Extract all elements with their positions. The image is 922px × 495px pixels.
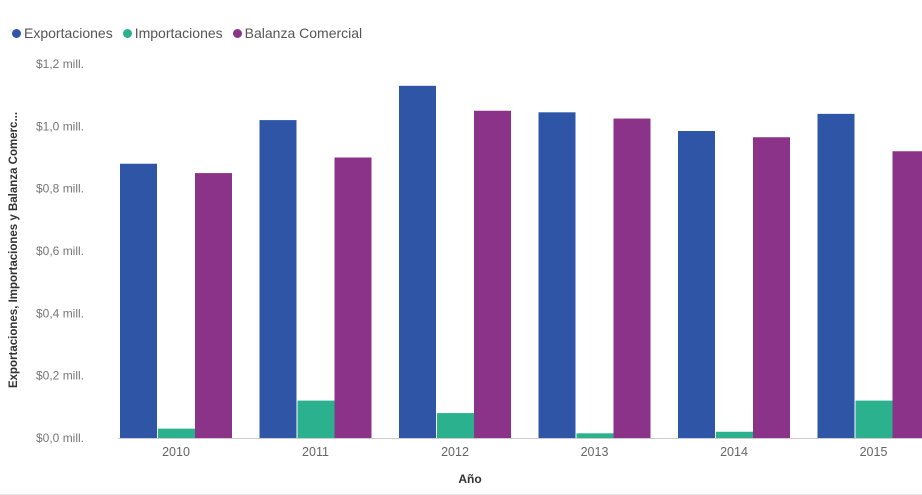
bar-importaciones-2014[interactable]: [716, 432, 753, 438]
x-tick-label: 2010: [162, 445, 190, 459]
bar-exportaciones-2013[interactable]: [539, 112, 576, 438]
bar-balanza-comercial-2014[interactable]: [753, 137, 790, 438]
bar-balanza-comercial-2013[interactable]: [614, 119, 651, 438]
bar-exportaciones-2010[interactable]: [120, 164, 157, 438]
y-tick-label: $1,2 mill.: [36, 57, 84, 71]
bar-importaciones-2012[interactable]: [437, 413, 474, 438]
x-tick-label: 2014: [720, 445, 748, 459]
bar-balanza-comercial-2011[interactable]: [335, 158, 372, 439]
bar-importaciones-2013[interactable]: [577, 433, 614, 438]
bar-importaciones-2015[interactable]: [856, 401, 893, 438]
bar-balanza-comercial-2012[interactable]: [474, 111, 511, 438]
bar-importaciones-2010[interactable]: [158, 429, 195, 438]
y-tick-label: $0,8 mill.: [36, 182, 84, 196]
bar-importaciones-2011[interactable]: [298, 401, 335, 438]
bar-exportaciones-2012[interactable]: [399, 86, 436, 438]
bar-exportaciones-2015[interactable]: [818, 114, 855, 438]
y-tick-label: $0,6 mill.: [36, 244, 84, 258]
x-tick-label: 2015: [860, 445, 888, 459]
x-tick-label: 2011: [302, 445, 329, 459]
y-tick-label: $0,2 mill.: [36, 369, 84, 383]
y-tick-label: $1,0 mill.: [36, 119, 84, 133]
bar-balanza-comercial-2015[interactable]: [893, 151, 922, 438]
y-tick-label: $0,0 mill.: [36, 431, 84, 445]
x-tick-label: 2012: [441, 445, 469, 459]
bar-exportaciones-2014[interactable]: [678, 131, 715, 438]
bar-balanza-comercial-2010[interactable]: [195, 173, 232, 438]
x-tick-label: 2013: [581, 445, 609, 459]
y-tick-label: $0,4 mill.: [36, 306, 84, 320]
bar-exportaciones-2011[interactable]: [260, 120, 297, 438]
